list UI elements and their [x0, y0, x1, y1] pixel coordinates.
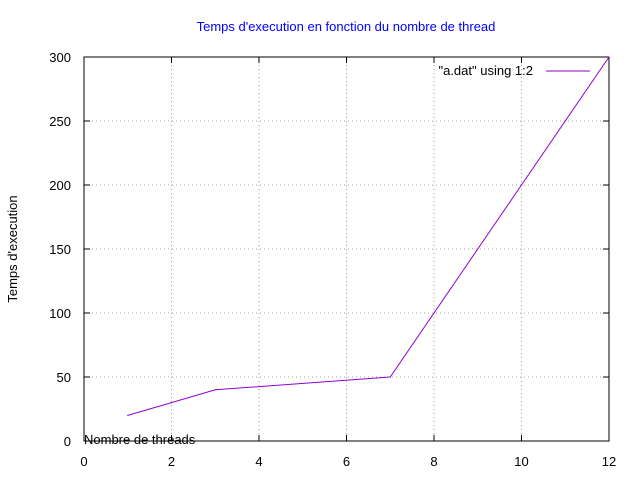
x-tick-label: 8	[430, 454, 437, 469]
y-tick-label: 50	[57, 370, 71, 385]
x-tick-label: 12	[602, 454, 616, 469]
axis-ticks	[83, 56, 610, 442]
data-point	[170, 402, 173, 404]
y-axis-title: Temps d'execution	[5, 195, 20, 302]
grid-lines	[84, 57, 609, 441]
x-tick-label: 6	[343, 454, 350, 469]
x-tick-label: 2	[168, 454, 175, 469]
y-tick-label: 200	[49, 178, 71, 193]
data-point	[389, 376, 391, 378]
y-tick-label: 100	[49, 306, 71, 321]
series-line	[127, 56, 610, 416]
x-tick-label: 4	[255, 454, 262, 469]
y-tick-label: 150	[49, 242, 71, 257]
axis-tick-labels: 0 2 4 6 8 10 12 0 50 100 150 200 250 300	[49, 50, 616, 469]
data-point	[608, 56, 610, 58]
chart-title: Temps d'execution en fonction du nombre …	[197, 19, 496, 34]
data-point	[214, 389, 216, 391]
series-layer	[127, 56, 610, 416]
legend-label: "a.dat" using 1:2	[438, 63, 533, 78]
y-tick-label: 300	[49, 50, 71, 65]
legend: "a.dat" using 1:2	[438, 63, 590, 78]
data-point	[127, 414, 129, 416]
x-tick-label: 0	[80, 454, 87, 469]
y-tick-label: 0	[64, 434, 71, 449]
x-axis-title: Nombre de threads	[84, 432, 196, 447]
y-tick-label: 250	[49, 114, 71, 129]
x-tick-label: 10	[514, 454, 528, 469]
